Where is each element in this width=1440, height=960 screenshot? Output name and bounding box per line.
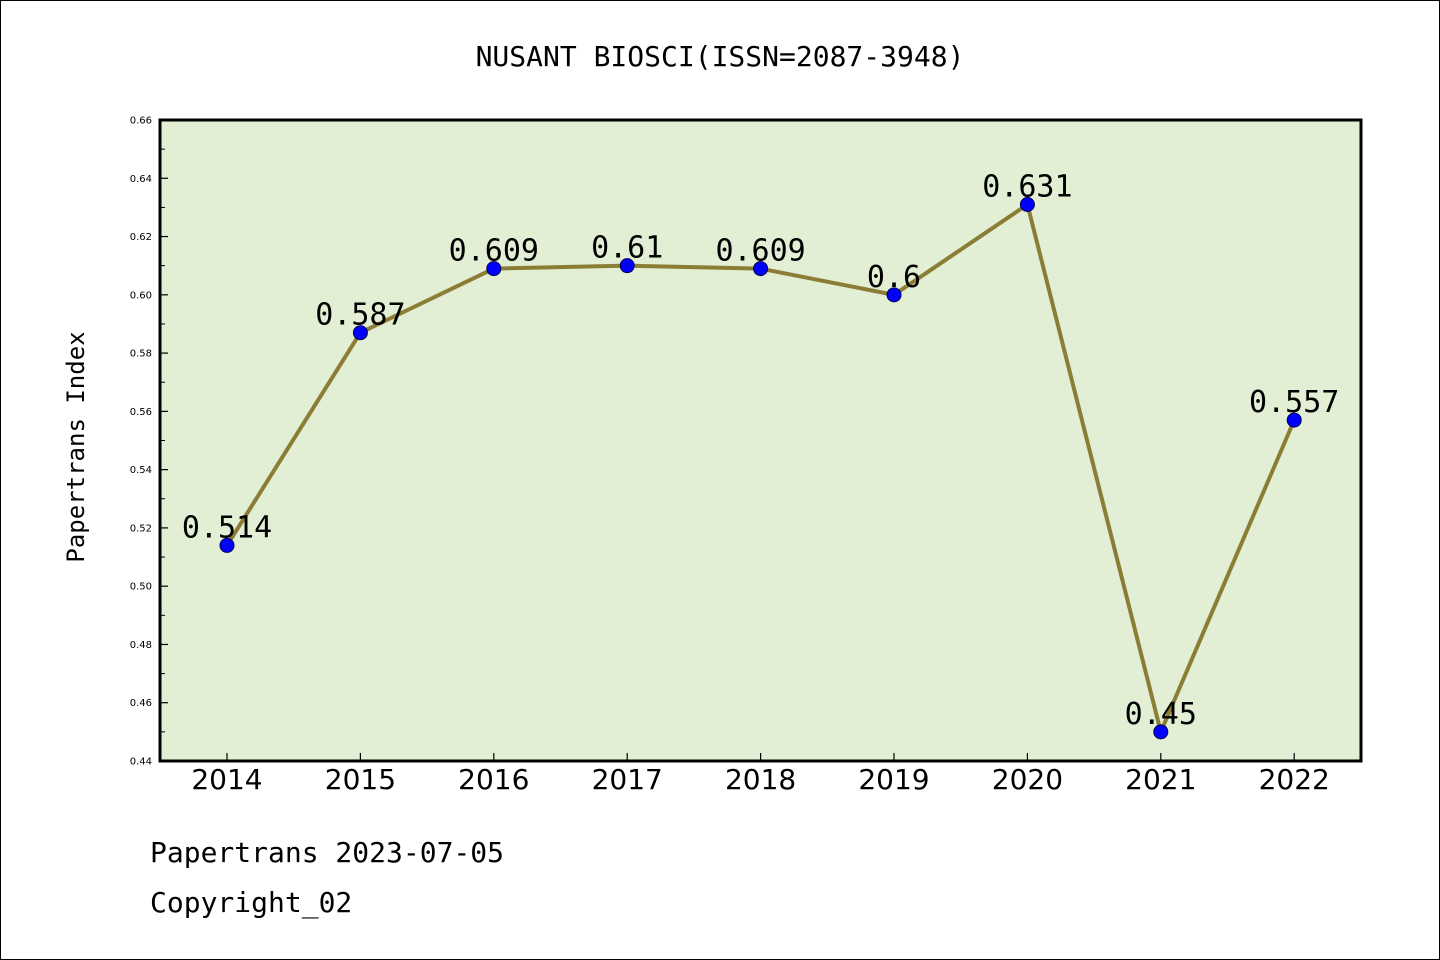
data-label: 0.45 — [1125, 697, 1197, 732]
plot-area — [158, 118, 1363, 763]
data-series: 0.514 0.587 0.609 0.61 0.609 0.6 0.631 0.45 0.55… — [182, 169, 1339, 740]
data-point — [1153, 724, 1169, 740]
data-point — [486, 261, 502, 277]
y-tick-label: 0.66 — [130, 116, 152, 127]
y-tick-label: 0.54 — [130, 465, 152, 476]
x-tick-label: 2016 — [458, 763, 529, 796]
y-tick-label: 0.56 — [130, 407, 152, 418]
y-axis: 0.44 0.46 0.48 0.50 0.52 0.54 0.56 0.58 0.60 0.62… — [130, 116, 168, 768]
x-tick-label: 2014 — [191, 763, 262, 796]
data-point — [753, 261, 769, 277]
footer-date: Papertrans 2023-07-05 — [150, 836, 505, 869]
data-label: 0.609 — [449, 234, 539, 269]
data-label: 0.587 — [315, 298, 405, 333]
data-point — [619, 258, 635, 274]
x-tick-label: 2020 — [992, 763, 1063, 796]
data-label: 0.6 — [867, 260, 921, 295]
data-label: 0.557 — [1249, 385, 1339, 420]
data-label: 0.609 — [715, 234, 805, 269]
data-label: 0.61 — [591, 231, 663, 266]
y-tick-label: 0.50 — [130, 582, 152, 593]
y-tick-label: 0.64 — [130, 174, 152, 185]
x-tick-label: 2022 — [1259, 763, 1330, 796]
data-point — [1286, 412, 1302, 428]
x-axis: 2014 2015 2016 2017 2018 2019 2020 2021 2022 — [191, 753, 1330, 796]
x-tick-label: 2017 — [592, 763, 663, 796]
data-label: 0.631 — [982, 169, 1072, 204]
x-tick-label: 2019 — [858, 763, 929, 796]
y-tick-label: 0.58 — [130, 349, 152, 360]
y-tick-label: 0.46 — [130, 698, 152, 709]
x-tick-label: 2021 — [1125, 763, 1196, 796]
data-point — [886, 287, 902, 303]
data-point — [352, 325, 368, 341]
y-tick-label: 0.44 — [130, 757, 152, 768]
data-label: 0.514 — [182, 510, 272, 545]
y-axis-label: Papertrans Index — [62, 331, 90, 562]
chart-title: NUSANT BIOSCI(ISSN=2087-3948) — [476, 40, 965, 73]
y-tick-label: 0.48 — [130, 640, 152, 651]
footer-copyright: Copyright_02 — [150, 886, 353, 919]
x-tick-label: 2015 — [325, 763, 396, 796]
data-point — [1019, 196, 1035, 212]
y-tick-label: 0.52 — [130, 523, 152, 534]
y-tick-label: 0.62 — [130, 232, 152, 243]
data-point — [219, 537, 235, 553]
y-tick-label: 0.60 — [130, 290, 152, 301]
x-tick-label: 2018 — [725, 763, 796, 796]
